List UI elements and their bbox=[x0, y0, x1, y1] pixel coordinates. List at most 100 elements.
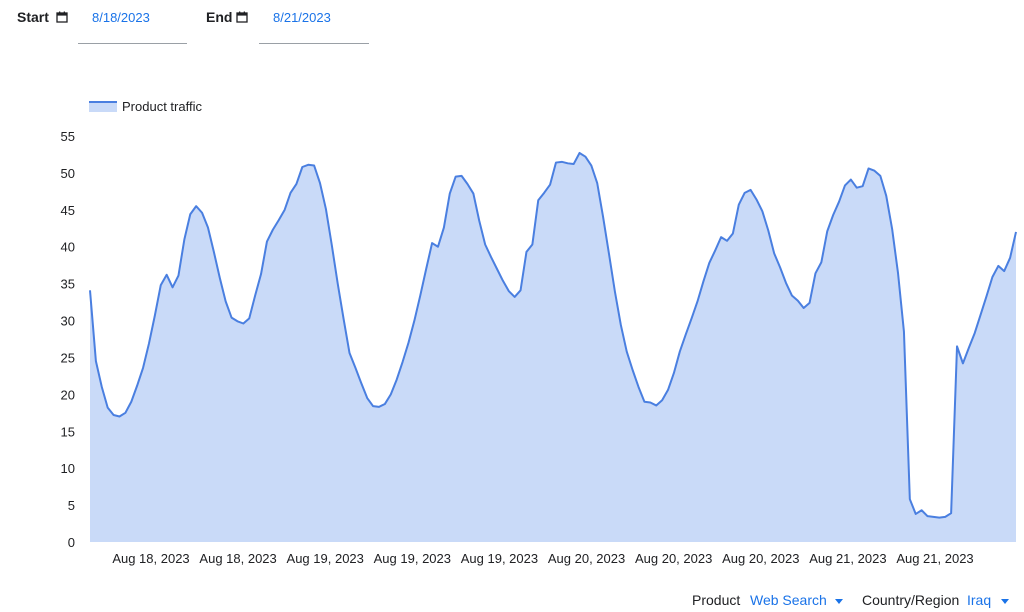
data-point bbox=[925, 513, 931, 519]
data-point bbox=[187, 211, 193, 217]
data-point bbox=[577, 150, 583, 156]
data-point bbox=[960, 360, 966, 366]
data-point bbox=[500, 278, 506, 284]
data-point bbox=[889, 226, 895, 232]
data-point bbox=[394, 377, 400, 383]
legend-label: Product traffic bbox=[122, 99, 202, 114]
data-point bbox=[288, 190, 294, 196]
data-point bbox=[630, 367, 636, 373]
data-point bbox=[972, 330, 978, 336]
data-point bbox=[417, 292, 423, 298]
x-tick-label: Aug 19, 2023 bbox=[461, 551, 538, 566]
y-tick-label: 0 bbox=[68, 535, 75, 550]
data-point bbox=[789, 292, 795, 298]
data-point bbox=[842, 182, 848, 188]
data-point bbox=[252, 292, 258, 298]
x-tick-label: Aug 19, 2023 bbox=[287, 551, 364, 566]
data-point bbox=[370, 403, 376, 409]
data-point bbox=[689, 315, 695, 321]
data-point bbox=[146, 340, 152, 346]
data-point bbox=[1007, 255, 1013, 261]
data-point bbox=[506, 288, 512, 294]
data-point bbox=[164, 272, 170, 278]
x-axis: Aug 18, 2023 Aug 18, 2023 Aug 19, 2023 Aug … bbox=[112, 551, 973, 566]
data-point bbox=[464, 181, 470, 187]
series-line bbox=[89, 151, 1017, 519]
x-tick-label: Aug 21, 2023 bbox=[809, 551, 886, 566]
data-point bbox=[588, 163, 594, 169]
data-point bbox=[984, 293, 990, 299]
data-point bbox=[447, 191, 453, 197]
data-point bbox=[376, 404, 382, 410]
y-tick-label: 35 bbox=[61, 277, 75, 292]
data-point bbox=[411, 318, 417, 324]
data-point bbox=[553, 160, 559, 166]
data-point bbox=[276, 217, 282, 223]
data-point bbox=[352, 365, 358, 371]
data-point bbox=[801, 305, 807, 311]
data-point bbox=[919, 507, 925, 513]
data-point bbox=[565, 160, 571, 166]
data-point bbox=[860, 183, 866, 189]
data-point bbox=[329, 242, 335, 248]
region-select[interactable]: Iraq bbox=[967, 592, 992, 608]
data-point bbox=[606, 251, 612, 257]
x-tick-label: Aug 18, 2023 bbox=[199, 551, 276, 566]
data-point bbox=[683, 332, 689, 338]
data-point bbox=[665, 387, 671, 393]
x-tick-label: Aug 20, 2023 bbox=[548, 551, 625, 566]
data-point bbox=[535, 197, 541, 203]
data-point bbox=[753, 196, 759, 202]
y-tick-label: 10 bbox=[61, 461, 75, 476]
data-point bbox=[347, 350, 353, 356]
data-point bbox=[435, 244, 441, 250]
data-point bbox=[989, 274, 995, 280]
product-select[interactable]: Web Search bbox=[750, 592, 827, 608]
data-point bbox=[677, 349, 683, 355]
data-point bbox=[293, 181, 299, 187]
data-point bbox=[388, 391, 394, 397]
data-point bbox=[299, 164, 305, 170]
data-point bbox=[995, 263, 1001, 269]
data-point bbox=[128, 399, 134, 405]
product-label: Product bbox=[692, 592, 741, 608]
data-point bbox=[871, 168, 877, 174]
y-tick-label: 30 bbox=[61, 314, 75, 329]
calendar-icon[interactable] bbox=[236, 11, 248, 23]
data-point bbox=[453, 174, 459, 180]
start-date-field[interactable]: 8/18/2023 bbox=[78, 0, 187, 44]
data-point bbox=[742, 190, 748, 196]
data-point bbox=[223, 298, 229, 304]
series-area bbox=[90, 152, 1016, 543]
data-point bbox=[1013, 229, 1019, 235]
end-date-field[interactable]: 8/21/2023 bbox=[259, 0, 369, 44]
y-tick-label: 55 bbox=[61, 129, 75, 144]
chevron-down-icon[interactable] bbox=[1001, 599, 1009, 604]
data-point bbox=[175, 273, 181, 279]
date-range-bar: Start 8/18/2023 End 8/21/2023 bbox=[0, 0, 420, 46]
data-point bbox=[270, 227, 276, 233]
y-tick-label: 15 bbox=[61, 424, 75, 439]
data-point bbox=[482, 242, 488, 248]
data-point bbox=[1001, 268, 1007, 274]
chart-legend: Product traffic bbox=[89, 99, 202, 114]
data-point bbox=[494, 266, 500, 272]
data-point bbox=[512, 294, 518, 300]
data-point bbox=[730, 230, 736, 236]
data-point bbox=[830, 212, 836, 218]
data-point bbox=[441, 225, 447, 231]
data-point bbox=[311, 163, 317, 169]
plot-area bbox=[89, 150, 1019, 543]
data-point bbox=[777, 264, 783, 270]
data-point bbox=[966, 345, 972, 351]
chevron-down-icon[interactable] bbox=[835, 599, 843, 604]
data-point bbox=[978, 312, 984, 318]
data-point bbox=[724, 238, 730, 244]
calendar-icon[interactable] bbox=[56, 11, 68, 23]
data-point bbox=[158, 282, 164, 288]
data-point bbox=[736, 202, 742, 208]
data-point bbox=[264, 239, 270, 245]
data-point bbox=[205, 225, 211, 231]
data-point bbox=[105, 405, 111, 411]
data-point bbox=[624, 349, 630, 355]
